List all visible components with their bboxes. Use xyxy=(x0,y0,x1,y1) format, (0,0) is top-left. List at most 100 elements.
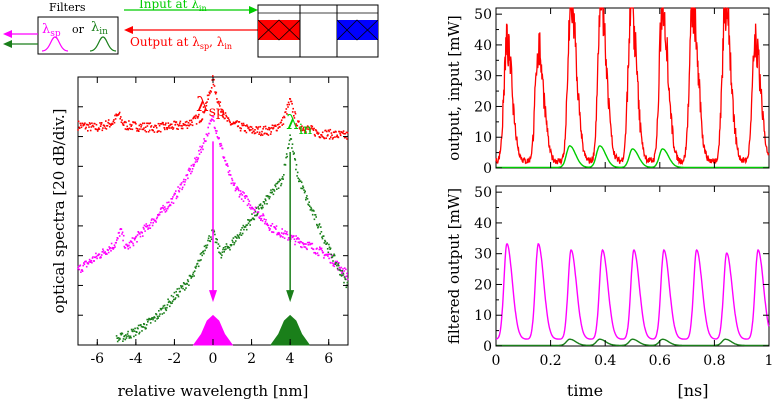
trace-series-0 xyxy=(495,243,770,340)
spectrum-point xyxy=(129,335,132,338)
spectrum-point xyxy=(77,129,79,131)
spectrum-point xyxy=(77,120,80,123)
spectrum-point xyxy=(212,119,214,121)
spectrum-point xyxy=(115,335,118,337)
spectrum-point xyxy=(336,260,338,263)
spectrum-point xyxy=(251,128,254,130)
spectrum-x-tick-label: 0 xyxy=(209,351,218,367)
spectrum-point xyxy=(167,301,170,304)
spectrum-point xyxy=(132,242,134,245)
spectrum-point xyxy=(273,190,276,192)
spectrum-point xyxy=(158,124,161,127)
spectrum-point xyxy=(214,130,217,132)
spectrum-point xyxy=(322,235,325,237)
spectrum-point xyxy=(214,92,217,95)
spectrum-point xyxy=(306,241,309,244)
spectrum-point xyxy=(190,172,192,175)
spectrum-point xyxy=(197,158,199,161)
spectrum-point xyxy=(330,262,332,264)
spectrum-point xyxy=(259,203,262,205)
spectrum-point xyxy=(127,245,129,248)
spectrum-point xyxy=(141,232,143,234)
spectrum-point xyxy=(291,236,294,238)
spectrum-point xyxy=(149,322,152,324)
spectrum-point xyxy=(178,287,180,290)
spectrum-point xyxy=(320,226,322,228)
spectrum-point xyxy=(228,173,230,176)
spectrum-point xyxy=(220,256,223,259)
spectrum-point xyxy=(271,223,274,225)
spectrum-point xyxy=(326,130,328,133)
spectrum-point xyxy=(245,131,248,134)
spectrum-point xyxy=(265,199,267,202)
trace-series-0 xyxy=(495,7,770,166)
spectrum-point xyxy=(222,248,224,251)
spectrum-point xyxy=(272,193,275,196)
spectrum-point xyxy=(218,137,220,139)
spectrum-point xyxy=(114,114,116,117)
spectrum-point xyxy=(163,127,165,129)
spectrum-point xyxy=(276,129,278,132)
spectrum-point xyxy=(265,195,268,197)
spectrum-point xyxy=(124,128,127,130)
trace-x-tick-label: 1 xyxy=(765,353,774,369)
spectrum-point xyxy=(327,134,329,136)
spectrum-point xyxy=(281,124,283,126)
spectrum-point xyxy=(172,295,175,298)
spectrum-point xyxy=(271,231,273,233)
spectrum-point xyxy=(254,214,256,217)
spectrum-point xyxy=(238,237,240,239)
spectrum-point xyxy=(85,126,87,129)
spectrum-point xyxy=(274,227,277,229)
spectrum-point xyxy=(315,130,318,132)
spectrum-point xyxy=(102,250,105,252)
spectrum-point xyxy=(152,318,154,321)
spectrum-point xyxy=(219,145,222,147)
spectrum-point xyxy=(261,130,263,133)
spectrum-point xyxy=(267,195,270,198)
spectrum-point xyxy=(335,135,338,138)
spectrum-point xyxy=(152,317,155,319)
spectrum-point xyxy=(201,146,203,149)
spectrum-point xyxy=(267,224,270,227)
spectrum-point xyxy=(118,235,121,237)
spectrum-point xyxy=(189,275,192,277)
spectrum-point xyxy=(268,128,271,131)
spectrum-point xyxy=(222,116,224,118)
spectrum-point xyxy=(135,127,138,130)
spectrum-point xyxy=(121,119,123,121)
trace-y-tick-label: 50 xyxy=(474,185,492,201)
spectrum-point xyxy=(112,120,115,123)
spectrum-point xyxy=(168,127,171,129)
spectrum-point xyxy=(128,244,130,247)
spectrum-point xyxy=(243,124,245,127)
spectrum-point xyxy=(184,181,186,183)
spectrum-point xyxy=(296,171,299,174)
spectrum-point xyxy=(302,242,304,245)
spectrum-point xyxy=(131,241,133,243)
spectrum-point xyxy=(164,128,166,131)
spectrum-point xyxy=(168,300,170,303)
spectrum-point xyxy=(184,121,187,123)
spectrum-point xyxy=(186,120,188,123)
spectrum-point xyxy=(136,331,138,333)
spectrum-point xyxy=(136,241,138,243)
spectrum-point xyxy=(126,244,128,247)
spectrum-point xyxy=(189,168,191,170)
spectrum-point xyxy=(164,308,167,311)
spectrum-point xyxy=(95,252,97,255)
spectrum-point xyxy=(143,323,146,326)
spectrum-point xyxy=(119,117,121,120)
spectrum-point xyxy=(295,164,298,166)
spectrum-point xyxy=(168,125,170,127)
spectrum-point xyxy=(107,121,109,124)
spectrum-point xyxy=(183,178,185,181)
spectrum-point xyxy=(291,143,294,145)
spectrum-point xyxy=(262,128,264,130)
spectrum-point xyxy=(333,254,336,257)
spectrum-point xyxy=(123,245,126,248)
spectrum-point xyxy=(336,264,338,267)
spectrum-point xyxy=(89,129,92,132)
spectrum-point xyxy=(269,127,271,129)
spectrum-point xyxy=(279,179,282,181)
